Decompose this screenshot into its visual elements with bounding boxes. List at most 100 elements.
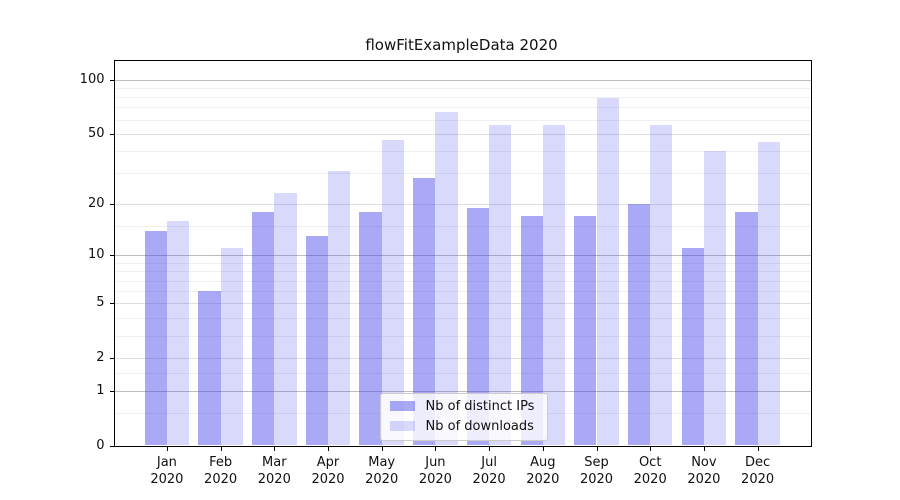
- x-tick-label: Apr 2020: [298, 454, 358, 488]
- x-tick-label: Dec 2020: [728, 454, 788, 488]
- y-tick: [109, 255, 114, 257]
- x-tick-label-line: 2020: [150, 472, 184, 487]
- bar-distinct-ips: [198, 291, 221, 446]
- x-tick-label-line: 2020: [579, 472, 614, 487]
- minor-gridline: [114, 107, 811, 109]
- bar-distinct-ips: [520, 216, 543, 446]
- legend-label-distinct-ips: Nb of distinct IPs: [425, 398, 535, 414]
- minor-gridline: [114, 335, 811, 337]
- minor-gridline: [114, 271, 811, 273]
- y-tick-label: 20: [87, 196, 105, 212]
- x-tick: [596, 446, 598, 451]
- x-tick-label-line: 2020: [526, 472, 560, 487]
- minor-gridline: [114, 97, 811, 99]
- x-tick-label-line: Mar: [262, 455, 287, 470]
- x-tick-label-line: 2020: [741, 472, 775, 487]
- y-tick: [109, 303, 114, 305]
- legend-item-downloads: Nb of downloads: [381, 416, 547, 436]
- minor-gridline: [114, 87, 811, 89]
- bar-downloads: [757, 141, 780, 446]
- x-tick-label: Oct 2020: [620, 454, 680, 488]
- bar-distinct-ips: [574, 216, 597, 446]
- minor-gridline: [114, 225, 811, 227]
- y-tick-label: 1: [96, 382, 105, 398]
- x-tick-label-line: 2020: [418, 472, 452, 487]
- y-tick: [109, 79, 114, 81]
- minor-gridline: [114, 119, 811, 121]
- x-tick-label-line: Aug: [530, 455, 556, 470]
- x-tick-label-line: Feb: [209, 455, 233, 470]
- bar-downloads: [166, 220, 190, 446]
- x-tick-label: Aug 2020: [513, 454, 573, 488]
- bar-distinct-ips: [681, 248, 704, 446]
- x-tick-label-line: Oct: [638, 455, 662, 470]
- x-tick: [328, 446, 329, 451]
- bar-downloads: [703, 151, 727, 446]
- bar-distinct-ips: [735, 212, 758, 446]
- x-tick: [650, 446, 652, 451]
- bar-downloads: [435, 112, 458, 446]
- bar-downloads: [220, 248, 243, 446]
- x-tick-label-line: Jan: [156, 455, 177, 470]
- y-tick-label: 2: [96, 350, 105, 366]
- legend-item-distinct-ips: Nb of distinct IPs: [381, 396, 547, 416]
- x-tick-label: Jun 2020: [405, 454, 465, 488]
- bar-distinct-ips: [144, 230, 167, 446]
- x-tick-label-line: 2020: [633, 472, 667, 487]
- y-tick-label: 50: [87, 125, 105, 141]
- minor-gridline: [114, 151, 811, 152]
- bar-downloads: [596, 98, 619, 446]
- x-tick-label: Mar 2020: [244, 454, 304, 488]
- y-tick: [109, 204, 114, 206]
- x-tick-label-line: 2020: [687, 472, 721, 487]
- y-tick-label: 10: [87, 247, 105, 263]
- major-gridline: [114, 204, 811, 206]
- x-tick: [489, 446, 491, 451]
- legend-label-downloads: Nb of downloads: [425, 418, 534, 434]
- x-tick-label-line: Jun: [425, 455, 446, 470]
- bar-downloads: [381, 140, 404, 446]
- x-tick-label: Nov 2020: [674, 454, 734, 488]
- minor-gridline: [114, 372, 811, 374]
- x-tick-label: Sep 2020: [567, 454, 627, 488]
- x-tick-label-line: Sep: [584, 455, 609, 470]
- x-tick-label-line: Apr: [316, 455, 340, 470]
- x-tick-label: Jan 2020: [137, 454, 197, 488]
- x-tick: [274, 446, 276, 451]
- x-tick-label: May 2020: [352, 454, 412, 488]
- x-tick: [435, 446, 437, 451]
- minor-gridline: [114, 262, 811, 264]
- x-tick: [166, 446, 168, 451]
- x-tick-label-line: May: [368, 455, 396, 470]
- bar-downloads: [274, 193, 297, 446]
- y-tick: [109, 390, 114, 392]
- bar-distinct-ips: [627, 204, 651, 446]
- x-tick-label: Feb 2020: [191, 454, 251, 488]
- major-gridline: [114, 358, 811, 360]
- x-tick-label-line: 2020: [472, 472, 506, 487]
- major-gridline: [114, 133, 811, 135]
- minor-gridline: [114, 317, 811, 319]
- minor-gridline: [114, 280, 811, 282]
- bar-distinct-ips: [305, 236, 328, 446]
- x-tick-label-line: Dec: [745, 455, 771, 470]
- legend-swatch-downloads: [389, 421, 415, 431]
- x-tick-label-line: 2020: [311, 472, 345, 487]
- bar-distinct-ips: [252, 212, 275, 446]
- x-tick-label-line: 2020: [257, 472, 291, 487]
- y-tick-label: 5: [96, 295, 105, 311]
- chart-title: flowFitExampleData 2020: [365, 36, 558, 54]
- x-tick: [220, 446, 222, 451]
- bar-distinct-ips: [359, 212, 382, 446]
- bar-distinct-ips: [466, 207, 490, 446]
- bar-downloads: [328, 170, 351, 446]
- bar-distinct-ips: [413, 178, 436, 446]
- x-tick: [757, 446, 759, 451]
- x-tick-label-line: Jul: [481, 455, 497, 470]
- x-tick-label-line: 2020: [204, 472, 238, 487]
- major-gridline: [114, 255, 811, 257]
- plot-area: Jan 2020 Feb 2020 Mar 2020 Apr 2020 May 2020 Jun 20…: [80, 60, 812, 487]
- y-tick: [109, 358, 114, 360]
- x-tick-label: Jul 2020: [459, 454, 519, 488]
